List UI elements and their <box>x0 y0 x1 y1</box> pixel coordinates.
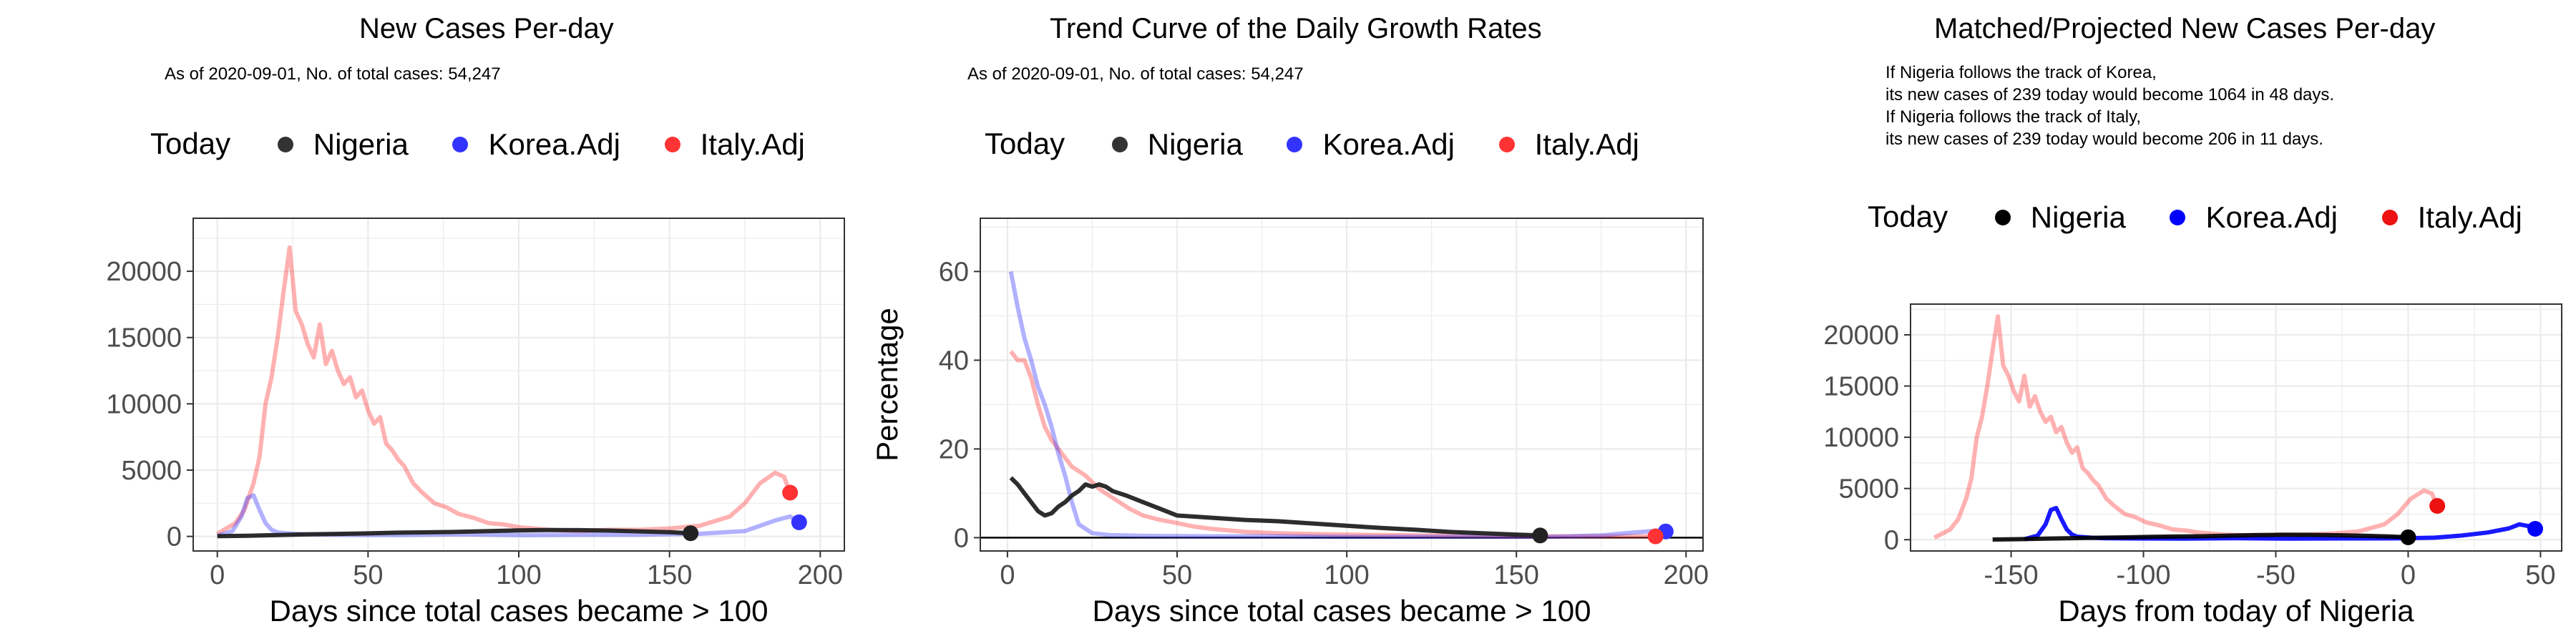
x-tick-label: 50 <box>2525 560 2555 590</box>
legend-dot-icon <box>1994 210 2011 226</box>
legend-dot-icon <box>452 137 469 153</box>
legend-label: Korea.Adj <box>1322 127 1455 162</box>
plot-projected: -150 -100 -50 0 50 0 5000 10000 15000 20000 Days f… <box>1823 303 2562 628</box>
legend-item-italy: Italy.Adj <box>645 125 805 162</box>
today-point-korea-adj <box>2527 521 2544 537</box>
series-line-nigeria <box>1992 532 2409 542</box>
today-point-nigeria <box>683 525 699 542</box>
panel-growth-rates: Trend Curve of the Daily Growth Rates As… <box>859 0 1717 644</box>
legend-label: Korea.Adj <box>2205 200 2338 235</box>
legend-item-korea: Korea.Adj <box>1267 125 1455 162</box>
y-tick-label: 0 <box>167 522 182 552</box>
x-axis-label: Days since total cases became > 100 <box>1093 594 1591 628</box>
panel-projected: Matched/Projected New Cases Per-day If N… <box>1717 0 2576 644</box>
legend-label: Nigeria <box>2030 200 2126 235</box>
legend-item-italy: Italy.Adj <box>2362 198 2522 235</box>
x-tick-label: 0 <box>2401 560 2416 590</box>
y-tick-label: 15000 <box>1823 372 1899 402</box>
chart-title: New Cases Per-day <box>359 13 614 44</box>
legend-label: Korea.Adj <box>488 127 620 162</box>
y-tick-label: 0 <box>954 523 969 553</box>
legend-label: Nigeria <box>1147 127 1243 162</box>
today-point-nigeria <box>1532 527 1548 544</box>
legend-dot-icon <box>1287 137 1303 153</box>
series-line-italy-adj <box>1933 314 2439 540</box>
y-tick-label: 15000 <box>106 323 182 353</box>
today-point-italy-adj <box>2429 498 2446 514</box>
chart-title: Trend Curve of the Daily Growth Rates <box>1050 13 1542 44</box>
legend-label: Nigeria <box>313 127 409 162</box>
y-tick-label: 60 <box>939 257 969 287</box>
legend-label: Italy.Adj <box>2417 200 2522 235</box>
plot-new-cases: 0 50 100 150 200 0 5000 10000 15000 20000 Days sin… <box>106 218 845 628</box>
chart-subtitle: As of 2020-09-01, No. of total cases: 54… <box>967 64 1304 84</box>
legend-dot-icon <box>277 137 293 153</box>
legend-title: Today <box>985 126 1065 160</box>
legend-item-nigeria: Nigeria <box>258 125 409 162</box>
y-tick-label: 20000 <box>1823 321 1899 351</box>
legend-item-italy: Italy.Adj <box>1479 125 1639 162</box>
x-tick-label: -150 <box>1984 560 2039 590</box>
legend-label: Italy.Adj <box>700 127 805 162</box>
legend: Today Nigeria Korea.Adj Italy.Adj <box>985 125 1655 167</box>
legend-item-nigeria: Nigeria <box>1975 198 2126 235</box>
plot-border <box>1910 303 2562 552</box>
chart-subtitle: As of 2020-09-01, No. of total cases: 54… <box>165 64 501 84</box>
legend-dot-icon <box>1111 137 1128 153</box>
x-tick-label: 100 <box>496 560 541 590</box>
x-tick-label: 50 <box>353 560 383 590</box>
series-line-nigeria <box>217 527 691 539</box>
x-axis-label: Days from today of Nigeria <box>2058 594 2414 628</box>
series-line-italy-adj <box>1009 350 1656 539</box>
legend-dot-icon <box>1498 137 1515 153</box>
legend-dot-icon <box>2170 210 2186 226</box>
legend-item-nigeria: Nigeria <box>1092 125 1243 162</box>
x-tick-label: 50 <box>1162 560 1192 590</box>
series-line-nigeria <box>1009 476 1541 538</box>
series-line-italy-adj <box>216 245 793 536</box>
chart-title: Matched/Projected New Cases Per-day <box>1934 13 2436 44</box>
chart-subtitle: If Nigeria follows the track of Korea, i… <box>1885 63 2335 149</box>
x-tick-label: 200 <box>798 560 843 590</box>
x-tick-label: -50 <box>2256 560 2296 590</box>
panel-new-cases: New Cases Per-day As of 2020-09-01, No. … <box>0 0 859 644</box>
x-tick-label: 0 <box>210 560 225 590</box>
legend-item-korea: Korea.Adj <box>2150 198 2338 235</box>
y-tick-label: 0 <box>1884 525 1899 555</box>
legend-label: Italy.Adj <box>1534 127 1639 162</box>
plot-border <box>980 218 1704 552</box>
x-tick-label: 100 <box>1324 560 1369 590</box>
today-point-italy-adj <box>1647 528 1664 545</box>
x-tick-label: 150 <box>1493 560 1538 590</box>
plot-growth-rates: 0 50 100 150 200 0 20 40 60 Days since total case… <box>870 218 1709 628</box>
y-tick-label: 5000 <box>1838 474 1899 504</box>
legend-dot-icon <box>664 137 680 153</box>
y-tick-label: 5000 <box>121 456 182 486</box>
x-tick-label: 200 <box>1664 560 1709 590</box>
legend-title: Today <box>1868 199 1948 233</box>
series-line-korea-adj <box>1008 270 1666 540</box>
y-tick-label: 40 <box>939 346 969 376</box>
y-tick-label: 10000 <box>1823 423 1899 453</box>
legend: Today Nigeria Korea.Adj Italy.Adj <box>1868 197 2538 240</box>
x-tick-label: 150 <box>647 560 692 590</box>
series-line-korea-adj <box>2024 505 2537 542</box>
x-axis-label: Days since total cases became > 100 <box>270 594 769 628</box>
today-point-nigeria <box>2400 529 2416 545</box>
y-tick-label: 10000 <box>106 389 182 419</box>
y-tick-label: 20000 <box>106 257 182 287</box>
legend-dot-icon <box>2381 210 2398 226</box>
y-tick-label: 20 <box>939 434 969 464</box>
x-tick-label: 0 <box>1000 560 1015 590</box>
today-point-korea-adj <box>791 514 807 530</box>
today-point-italy-adj <box>782 484 799 501</box>
y-axis-label: Percentage <box>870 308 904 462</box>
legend-title: Today <box>150 126 231 160</box>
legend-item-korea: Korea.Adj <box>432 125 620 162</box>
x-tick-label: -100 <box>2116 560 2170 590</box>
legend: Today Nigeria Korea.Adj Italy.Adj <box>150 125 821 167</box>
